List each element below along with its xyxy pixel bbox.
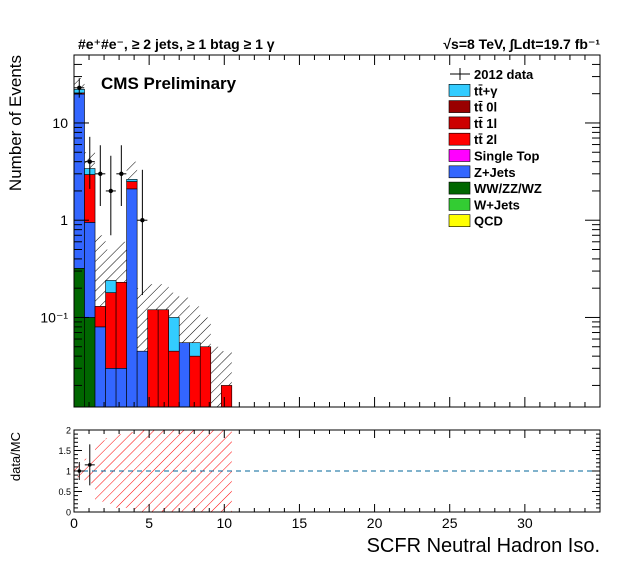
stack-bar xyxy=(94,306,106,328)
legend-label: 2012 data xyxy=(474,67,534,82)
stack-bar xyxy=(168,350,180,407)
ratio-y-axis-title: data/MC xyxy=(8,432,23,481)
legend-swatch xyxy=(448,100,471,113)
mc-uncertainty-hatch xyxy=(95,235,106,340)
ratio-uncertainty-hatch xyxy=(221,430,232,512)
stack-bar xyxy=(115,281,127,369)
main-plot: 10⁻¹ 1 10 CMS Preliminary Number of Events… xyxy=(6,54,601,408)
stack-bar xyxy=(105,280,117,293)
stack-bar xyxy=(126,179,138,182)
stack-bar xyxy=(136,350,148,407)
stack-bar xyxy=(178,342,191,407)
ratio-uncertainty-hatch xyxy=(95,440,106,502)
x-tick-label: 10 xyxy=(216,515,232,531)
legend-swatch xyxy=(448,198,471,211)
stack-bar xyxy=(94,326,106,407)
y-tick-label: 1 xyxy=(60,212,68,228)
mc-uncertainty-hatch xyxy=(105,249,117,301)
legend-swatch xyxy=(448,84,471,97)
mc-uncertainty-hatch xyxy=(221,351,232,407)
data-point xyxy=(108,188,114,194)
mc-uncertainty-hatch xyxy=(179,297,190,386)
ratio-y-tick-label: 2 xyxy=(66,426,71,436)
stack-bar xyxy=(220,385,233,407)
legend-label: Z+Jets xyxy=(474,165,516,180)
legend-swatch xyxy=(448,116,471,130)
stack-bar xyxy=(157,309,169,407)
data-point xyxy=(77,85,82,90)
legend-swatch xyxy=(448,149,471,162)
data-point xyxy=(119,171,124,177)
ratio-y-tick-label: 0.5 xyxy=(58,487,71,497)
x-axis-title: SCFR Neutral Hadron Iso. xyxy=(367,535,600,557)
x-tick-label: 20 xyxy=(367,515,383,531)
stack-bar xyxy=(168,317,180,352)
x-tick-label: 25 xyxy=(442,515,458,531)
legend-label: tt̄ 2l xyxy=(474,132,497,147)
x-tick-label: 15 xyxy=(292,515,308,531)
ratio-uncertainty-hatch xyxy=(137,430,148,512)
legend-swatch xyxy=(448,165,471,179)
stack-bar xyxy=(84,222,96,318)
stack-bar xyxy=(84,317,96,407)
main-y-axis-title: Number of Events xyxy=(6,55,25,191)
stack-bar xyxy=(189,342,201,357)
legend-label: tt̄+γ xyxy=(474,83,498,98)
experiment-label: CMS Preliminary xyxy=(101,74,237,93)
mc-uncertainty-hatch xyxy=(137,288,148,386)
legend-label: tt̄ 0l xyxy=(474,100,497,115)
ratio-point xyxy=(87,463,92,467)
selection-label: #e⁺#e⁻, ≥ 2 jets, ≥ 1 btag ≥ 1 γ xyxy=(78,36,275,52)
legend-label: QCD xyxy=(474,214,503,229)
stack-bar xyxy=(126,181,138,190)
legend-label: WW/ZZ/WZ xyxy=(474,181,542,196)
x-tick-label: 0 xyxy=(70,515,78,531)
stack-bar xyxy=(105,368,117,407)
stack-bar xyxy=(126,188,138,407)
y-tick-label: 10 xyxy=(52,115,68,131)
main-plot-frame xyxy=(73,54,601,408)
data-point xyxy=(140,218,145,223)
legend-label: Single Top xyxy=(474,149,540,164)
ratio-uncertainty-hatch xyxy=(210,430,222,512)
ratio-uncertainty-hatch xyxy=(158,430,169,512)
stack-bar xyxy=(199,346,212,407)
ratio-y-tick-label: 1.5 xyxy=(58,446,71,456)
stack-bar xyxy=(189,355,201,407)
ratio-uncertainty-hatch xyxy=(147,430,159,512)
legend-label: W+Jets xyxy=(474,197,520,212)
legend-swatch xyxy=(448,132,471,146)
x-tick-label: 5 xyxy=(145,515,153,531)
stack-bar xyxy=(115,368,127,407)
ratio-y-tick-label: 1 xyxy=(66,467,71,477)
data-point xyxy=(87,159,92,164)
stack-bar xyxy=(147,309,159,407)
y-tick-label: 10⁻¹ xyxy=(40,309,68,325)
stack-bar xyxy=(105,292,117,369)
ratio-y-tick-label: 0 xyxy=(66,508,71,518)
ratio-plot: 0 5 10 15 20 25 30 0 0.5 1 1.5 2 data/MC SCFR Neut… xyxy=(8,426,601,557)
lumi-label: √s=8 TeV, ∫Ldt=19.7 fb⁻¹ xyxy=(443,36,600,53)
mc-uncertainty-hatch xyxy=(210,346,222,407)
data-point xyxy=(98,171,103,177)
legend-label: tt̄ 1l xyxy=(474,116,497,131)
x-tick-label: 30 xyxy=(517,515,533,531)
legend-swatch xyxy=(448,214,471,227)
legend-swatch xyxy=(448,181,471,195)
ratio-uncertainty-hatch xyxy=(200,430,211,512)
